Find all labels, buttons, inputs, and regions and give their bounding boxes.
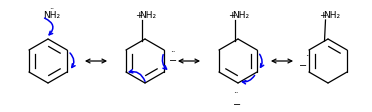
Text: −: −: [233, 99, 241, 109]
Text: NH₂: NH₂: [44, 10, 61, 19]
Text: ¨: ¨: [233, 92, 237, 101]
Text: ¨: ¨: [49, 8, 54, 17]
Text: ¨: ¨: [305, 55, 309, 64]
Text: +: +: [135, 10, 143, 19]
Text: −: −: [299, 60, 307, 70]
Text: +: +: [319, 10, 327, 19]
Text: NH₂: NH₂: [323, 10, 340, 19]
Text: +: +: [228, 10, 236, 19]
Text: NH₂: NH₂: [232, 10, 250, 19]
Text: −: −: [169, 56, 177, 65]
Text: NH₂: NH₂: [140, 10, 157, 19]
Text: ¨: ¨: [170, 51, 174, 60]
